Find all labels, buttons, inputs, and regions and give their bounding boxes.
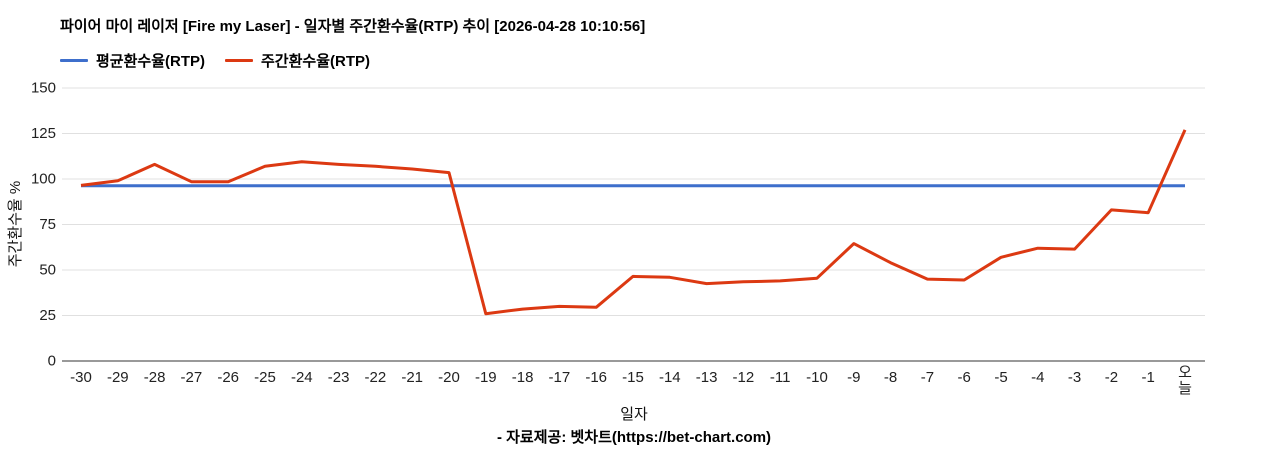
x-tick-label: -8 [884,369,897,386]
legend-item-average: 평균환수율(RTP) [60,50,205,71]
y-tick-label: 50 [39,262,56,279]
y-tick-label: 125 [31,125,56,142]
legend-item-weekly: 주간환수율(RTP) [225,50,370,71]
x-tick-label: -6 [958,369,971,386]
x-tick-label: -2 [1105,369,1118,386]
x-tick-label: -9 [847,369,860,386]
x-tick-label: -13 [696,369,718,386]
legend-swatch-average-line [60,59,88,62]
y-tick-label: 150 [31,80,56,97]
x-tick-label: -14 [659,369,681,386]
x-tick-label: -30 [70,369,92,386]
x-tick-label: -5 [994,369,1007,386]
legend-swatch-weekly-line [225,59,253,62]
y-axis-title: 주간환수율 % [7,180,24,268]
x-tick-label: -4 [1031,369,1044,386]
x-tick-label: -27 [181,369,203,386]
x-tick-label: -19 [475,369,497,386]
x-tick-label: -11 [770,369,791,386]
legend-label-average: 평균환수율(RTP) [96,53,205,70]
series-line-weekly-rtp [80,129,1187,316]
legend: 평균환수율(RTP) 주간환수율(RTP) [60,50,370,71]
x-tick-label: -23 [328,369,350,386]
x-tick-label: -15 [622,369,644,386]
x-tick-label: -17 [549,369,571,386]
x-axis-title: 일자 [620,406,648,423]
x-tick-label: -26 [217,369,239,386]
x-tick-label: -7 [921,369,934,386]
x-tick-label: -21 [401,369,423,386]
x-tick-label: -29 [107,369,129,386]
x-tick-label: -18 [512,369,534,386]
x-tick-label: -28 [144,369,166,386]
x-tick-label: -25 [254,369,276,386]
x-tick-label: -24 [291,369,313,386]
chart-title: 파이어 마이 레이저 [Fire my Laser] - 일자별 주간환수율(R… [60,18,646,35]
x-tick-label: -22 [365,369,387,386]
y-tick-label: 100 [31,171,56,188]
legend-label-weekly: 주간환수율(RTP) [261,53,370,70]
x-tick-label: -1 [1142,369,1155,386]
y-tick-label: 25 [39,307,56,324]
data-source-credit: - 자료제공: 벳차트(https://bet-chart.com) [496,429,772,446]
x-tick-label: -3 [1068,369,1081,386]
y-tick-label: 75 [39,216,56,233]
x-tick-label: -16 [585,369,607,386]
x-tick-label: -10 [806,369,828,386]
x-tick-label: -20 [438,369,460,386]
y-tick-label: 0 [48,353,56,370]
x-tick-label: -12 [733,369,755,386]
